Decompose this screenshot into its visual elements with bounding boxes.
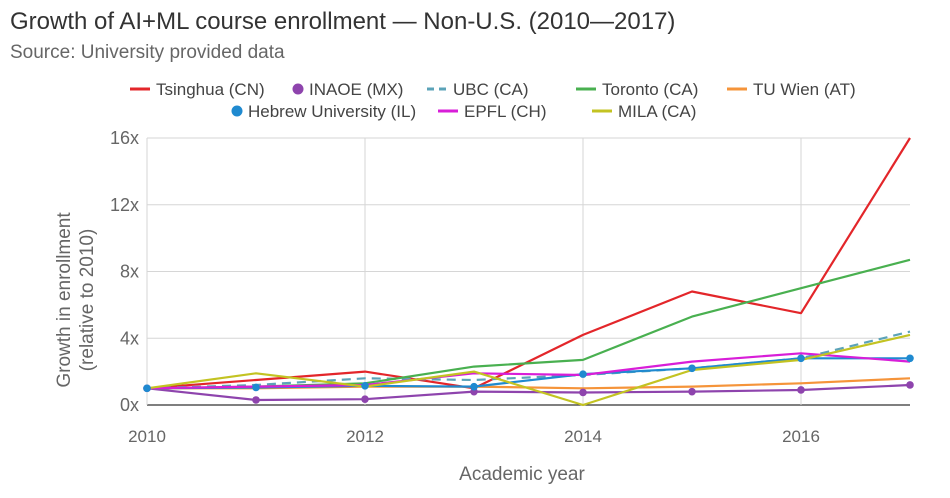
data-point-hebrew-university-il: [797, 354, 805, 363]
x-tick-label: 2010: [128, 427, 166, 446]
y-axis-label-line1: Growth in enrollment: [54, 212, 75, 388]
legend-item-toronto-ca[interactable]: Toronto (CA): [576, 80, 698, 99]
data-point-inaoe-mx: [361, 395, 369, 403]
chart-title: Growth of AI+ML course enrollment — Non-…: [10, 8, 676, 35]
data-point-hebrew-university-il: [906, 354, 914, 363]
legend-item-mila-ca[interactable]: MILA (CA): [592, 102, 696, 121]
legend-item-hebrew-university-il[interactable]: Hebrew University (IL): [231, 102, 417, 121]
data-point-hebrew-university-il: [252, 383, 260, 392]
y-tick-label: 8x: [120, 262, 139, 282]
x-axis-ticks: 2010 2012 2014 2016: [128, 427, 820, 446]
x-axis-label: Academic year: [459, 464, 585, 485]
y-axis-label: Growth in enrollment (relative to 2010): [54, 212, 98, 388]
series-line-epfl-ch: [146, 352, 911, 390]
data-point-inaoe-mx: [797, 386, 805, 394]
legend-label: MILA (CA): [618, 102, 696, 121]
legend-label: Hebrew University (IL): [248, 102, 416, 121]
y-tick-label: 4x: [120, 328, 139, 348]
data-point-inaoe-mx: [688, 387, 696, 396]
chart-subtitle: Source: University provided data: [10, 42, 285, 63]
y-tick-label: 16x: [110, 128, 139, 148]
series-line-inaoe-mx: [146, 383, 911, 402]
legend-item-inaoe-mx[interactable]: INAOE (MX): [292, 80, 404, 99]
data-point-inaoe-mx: [252, 396, 260, 404]
data-point-hebrew-university-il: [579, 370, 587, 378]
legend-swatch: [231, 105, 243, 117]
data-point-hebrew-university-il: [688, 364, 696, 373]
legend-item-tu-wien-at[interactable]: TU Wien (AT): [727, 80, 856, 99]
data-point-inaoe-mx: [579, 388, 587, 397]
data-point-hebrew-university-il: [470, 382, 478, 391]
x-tick-label: 2014: [564, 427, 602, 446]
legend-item-epfl-ch[interactable]: EPFL (CH): [438, 102, 547, 121]
y-tick-label: 0x: [120, 395, 139, 415]
x-tick-label: 2016: [782, 427, 820, 446]
legend-label: UBC (CA): [453, 80, 529, 99]
data-point-hebrew-university-il: [143, 384, 151, 393]
legend-item-ubc-ca[interactable]: UBC (CA): [427, 80, 529, 99]
x-tick-label: 2012: [346, 427, 384, 446]
legend-item-tsinghua-cn[interactable]: Tsinghua (CN): [130, 80, 265, 99]
series-markers: [143, 354, 914, 404]
legend-label: Toronto (CA): [602, 80, 698, 99]
series-line-mila-ca: [146, 333, 911, 407]
series-lines: [146, 137, 911, 407]
legend-label: Tsinghua (CN): [156, 80, 265, 99]
data-point-hebrew-university-il: [361, 382, 369, 390]
y-axis-label-line2: (relative to 2010): [77, 229, 98, 372]
legend-swatch: [292, 83, 304, 95]
legend-label: TU Wien (AT): [753, 80, 856, 99]
y-tick-label: 12x: [110, 195, 139, 215]
chart-legend: Tsinghua (CN) INAOE (MX) UBC (CA) Toronto (…: [130, 80, 856, 121]
y-axis-ticks: 0x 4x 8x 12x 16x: [110, 128, 139, 415]
legend-label: INAOE (MX): [309, 80, 403, 99]
series-line-tsinghua-cn: [146, 137, 911, 390]
chart-grid: [146, 137, 910, 406]
series-line-toronto-ca: [146, 258, 911, 390]
legend-label: EPFL (CH): [464, 102, 547, 121]
data-point-inaoe-mx: [906, 381, 914, 389]
